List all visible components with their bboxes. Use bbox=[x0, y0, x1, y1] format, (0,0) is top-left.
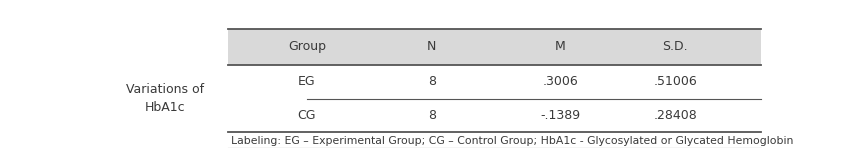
Text: S.D.: S.D. bbox=[662, 40, 688, 53]
Text: .3006: .3006 bbox=[543, 75, 578, 88]
Text: -.1389: -.1389 bbox=[540, 109, 580, 122]
Text: M: M bbox=[554, 40, 565, 53]
Text: Labeling: EG – Experimental Group; CG – Control Group; HbA1c - Glycosylated or G: Labeling: EG – Experimental Group; CG – … bbox=[231, 136, 794, 146]
Text: 8: 8 bbox=[428, 75, 436, 88]
Text: .51006: .51006 bbox=[654, 75, 697, 88]
Text: 8: 8 bbox=[428, 109, 436, 122]
Bar bbox=[228, 29, 761, 65]
Text: CG: CG bbox=[297, 109, 316, 122]
Text: Variations of: Variations of bbox=[127, 83, 205, 96]
Text: Group: Group bbox=[288, 40, 326, 53]
Text: EG: EG bbox=[298, 75, 316, 88]
Text: HbA1c: HbA1c bbox=[145, 101, 186, 114]
Text: N: N bbox=[427, 40, 436, 53]
Text: .28408: .28408 bbox=[654, 109, 697, 122]
